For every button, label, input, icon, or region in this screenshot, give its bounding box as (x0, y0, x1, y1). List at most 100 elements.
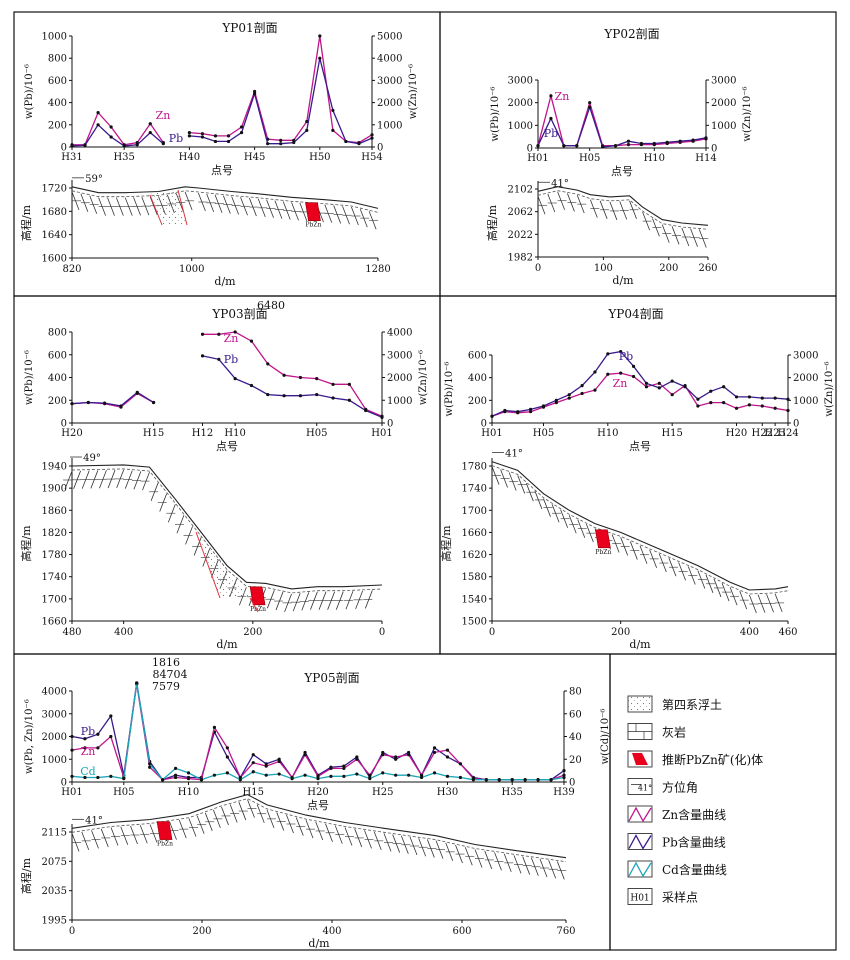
chart-title: YP03剖面 (211, 307, 267, 321)
data-point-cd (419, 775, 424, 780)
data-point-pb (678, 139, 682, 143)
data-point-pb (529, 407, 533, 411)
data-point-zn (316, 774, 320, 778)
profile-y-tick-label: 2062 (508, 207, 533, 218)
data-point-cd (562, 775, 566, 780)
profile-y-tick-label: 2115 (42, 828, 67, 839)
orebody-polygon (249, 586, 266, 606)
data-point-pb (239, 130, 244, 135)
profile-x-tick-label: 480 (62, 627, 81, 638)
data-point-pb (70, 402, 74, 406)
y-axis-label-left: w(Pb)/10⁻⁶ (24, 350, 35, 405)
data-point-zn (225, 746, 229, 750)
data-point-pb (626, 139, 631, 143)
data-point-pb (683, 385, 687, 389)
profile-y-tick-label: 1780 (42, 550, 67, 561)
x-tick-label: H15 (143, 428, 164, 439)
data-point-pb (722, 385, 726, 389)
data-point-cd (381, 771, 385, 775)
data-point-pb (773, 396, 777, 400)
series-line-zn (202, 331, 383, 417)
profile-y-tick-label: 1720 (42, 184, 67, 195)
series-line-zn (189, 35, 373, 144)
data-point-pb (734, 395, 739, 399)
y-tick-label-left: 1000 (508, 121, 533, 132)
profile-x-tick-label: 760 (556, 926, 575, 937)
data-point-pb (445, 755, 450, 759)
azimuth-sample: 41° (638, 784, 652, 793)
chart-1: YP01剖面 0 200 400 600 800 1000 0 1000 2000 3000 4000… (19, 21, 419, 288)
profile-x-tick-label: 600 (452, 926, 471, 937)
data-point-pb (516, 410, 520, 414)
profile-x-tick-label: 0 (69, 926, 75, 937)
data-point-pb (122, 144, 126, 148)
terrain-surface (71, 794, 567, 859)
data-point-pb (432, 746, 437, 750)
data-point-pb (580, 384, 584, 388)
y-axis-label-right: w(Cd)/10⁻⁶ (600, 709, 611, 765)
legend-swatch-pb-curve (627, 833, 653, 850)
data-point-cd (225, 771, 229, 775)
y-tick-label-left: 200 (468, 396, 487, 407)
data-point-pb (567, 393, 571, 397)
terrain-surface (491, 461, 789, 591)
y-tick-label-right: 3000 (387, 350, 412, 361)
data-point-zn (277, 759, 281, 764)
profile-y-tick-label: 1680 (42, 207, 67, 218)
x-tick-label: H24 (777, 428, 798, 439)
data-point-zn (217, 332, 221, 336)
y-tick-label-right: 0 (711, 144, 717, 155)
y-tick-label-right: 60 (569, 709, 582, 720)
terrain-subsurface (71, 798, 567, 863)
data-point-zn (773, 406, 777, 410)
x-tick-label: H50 (309, 152, 330, 163)
data-point-pb (83, 737, 87, 741)
y-axis-label-left: w(Pb)/10⁻⁶ (490, 87, 501, 142)
profile-x-tick-label: 200 (243, 627, 262, 638)
y-tick-label-right: 0 (387, 419, 393, 430)
legend-label: Pb含量曲线 (662, 835, 726, 850)
data-point-pb (601, 145, 605, 149)
data-point-zn (186, 776, 191, 781)
data-point-zn (200, 132, 205, 136)
x-tick-label: H40 (179, 152, 200, 163)
data-point-pb (541, 404, 546, 408)
data-point-cd (497, 778, 501, 782)
data-point-pb (331, 108, 335, 112)
y-tick-label-left: 0 (61, 143, 67, 154)
data-point-zn (109, 734, 113, 739)
profile-y-tick-label: 1820 (42, 528, 67, 539)
y-tick-label-right: 40 (569, 732, 582, 743)
series-label-zn: Zn (555, 90, 570, 103)
y-tick-label-left: 0 (527, 144, 533, 155)
data-point-pb (277, 757, 281, 761)
azimuth-label: 41° (551, 178, 569, 189)
data-point-pb (173, 773, 178, 777)
y-tick-label-left: 4000 (42, 687, 67, 698)
series-label-zn: Zn (224, 332, 239, 345)
orebody-label: PbZn (250, 606, 266, 613)
peak-label: 1816 (152, 656, 180, 669)
y-tick-label-right: 1000 (793, 396, 818, 407)
profile-x-tick-label: 400 (114, 627, 133, 638)
data-point-cd (329, 774, 333, 778)
data-point-cd (510, 778, 514, 782)
data-point-zn (381, 753, 385, 757)
series-line-pb (189, 58, 373, 145)
data-point-zn (562, 773, 566, 777)
orebody-polygon (156, 821, 173, 840)
series-line-pb (537, 105, 707, 148)
profile-x-tick-label: 820 (62, 264, 81, 275)
y-tick-label-right: 0 (377, 143, 383, 154)
x-axis-label: 点号 (216, 440, 238, 453)
data-point-pb (109, 714, 113, 718)
profile-x-axis-label: d/m (214, 275, 236, 288)
data-point-cd (199, 778, 204, 782)
data-point-pb (355, 755, 359, 759)
x-tick-label: H25 (372, 787, 393, 798)
y-tick-label-left: 2000 (508, 98, 533, 109)
profile-y-tick-label: 1740 (462, 484, 487, 495)
data-point-pb (562, 144, 566, 148)
